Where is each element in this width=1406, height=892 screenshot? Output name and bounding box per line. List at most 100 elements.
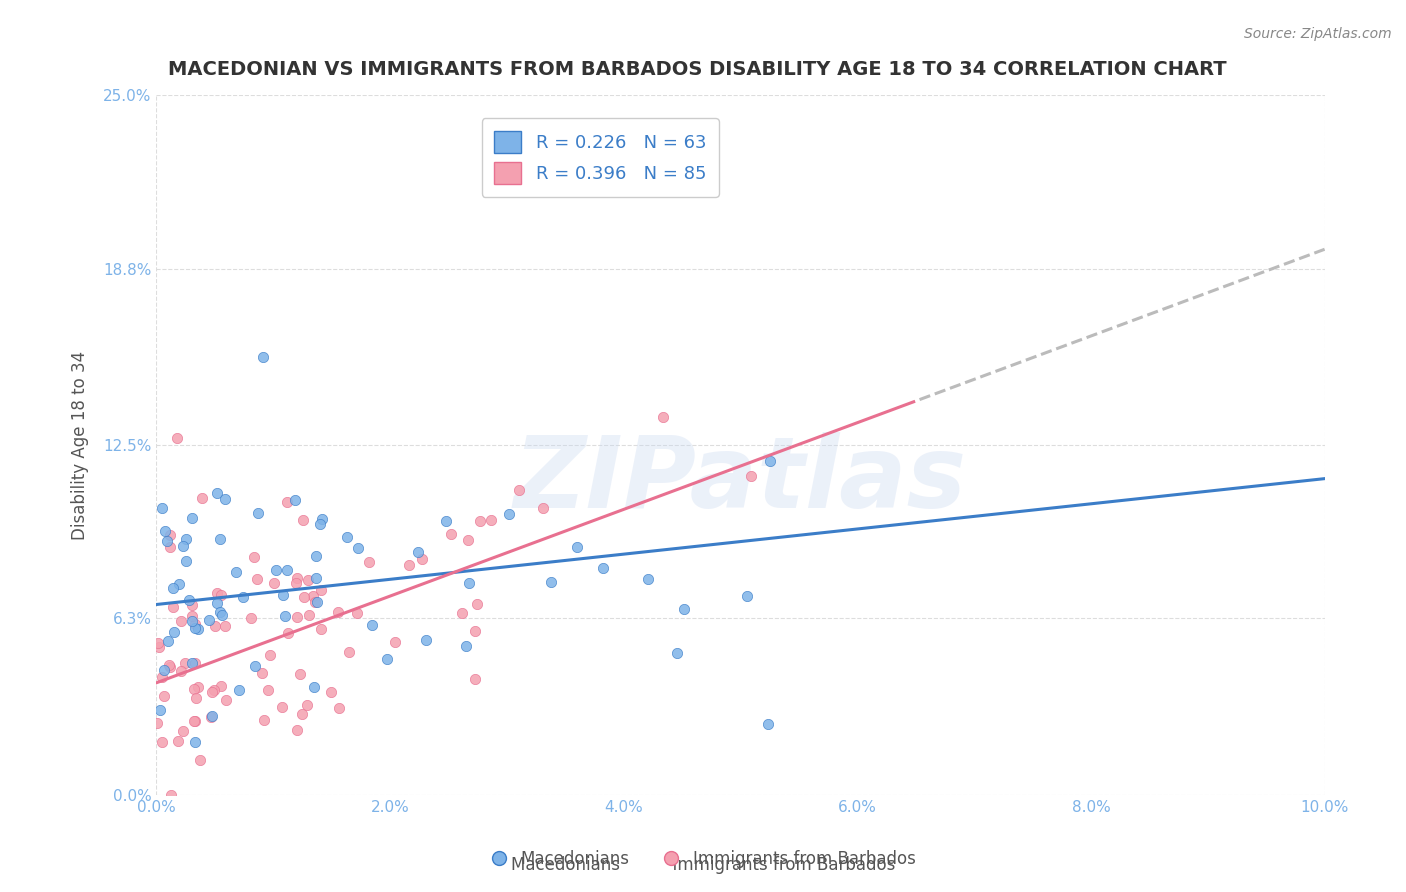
Point — [209, 680, 232, 694]
Point — [357, 555, 380, 569]
Point — [434, 514, 457, 528]
Point — [205, 486, 228, 500]
Point — [200, 710, 222, 724]
Point — [479, 513, 502, 527]
Point — [146, 636, 169, 650]
Point — [205, 596, 228, 610]
Point — [208, 533, 231, 547]
Point — [637, 572, 659, 586]
Y-axis label: Disability Age 18 to 34: Disability Age 18 to 34 — [72, 351, 89, 540]
Point — [347, 541, 370, 555]
Point — [180, 657, 202, 671]
Point — [184, 714, 207, 729]
Point — [304, 595, 326, 609]
Point — [758, 717, 780, 731]
Point — [307, 594, 329, 608]
Point — [181, 598, 204, 612]
Point — [167, 733, 190, 747]
Point — [464, 673, 486, 687]
Point — [162, 599, 184, 614]
Point — [252, 350, 274, 364]
Point — [149, 702, 172, 716]
Point — [184, 691, 207, 706]
Point — [162, 581, 184, 595]
Point — [337, 645, 360, 659]
Point — [250, 666, 273, 681]
Point — [285, 723, 308, 737]
Point — [735, 589, 758, 603]
Point — [172, 723, 194, 738]
Point — [276, 495, 298, 509]
Point — [319, 685, 342, 699]
Point — [361, 618, 384, 632]
Point — [285, 571, 308, 585]
Point — [150, 670, 173, 684]
Point — [305, 571, 328, 585]
Point — [205, 586, 228, 600]
Point — [150, 735, 173, 749]
Point — [183, 714, 205, 728]
Point — [291, 706, 314, 721]
Point — [290, 667, 312, 681]
Point — [592, 561, 614, 575]
Point — [464, 624, 486, 638]
Point — [170, 614, 193, 628]
Point — [285, 576, 308, 591]
Point — [152, 690, 174, 704]
Point — [439, 526, 461, 541]
Point — [208, 606, 231, 620]
Legend: Macedonians, Immigrants from Barbados: Macedonians, Immigrants from Barbados — [484, 844, 922, 875]
Point — [174, 656, 197, 670]
Point — [156, 533, 179, 548]
Point — [666, 646, 689, 660]
Point — [201, 708, 224, 723]
Point — [508, 483, 530, 497]
Point — [451, 607, 474, 621]
Point — [292, 590, 315, 604]
Point — [298, 607, 321, 622]
Point — [295, 698, 318, 712]
Point — [311, 511, 333, 525]
Point — [672, 602, 695, 616]
Point — [204, 619, 226, 633]
Point — [188, 753, 211, 767]
Point — [152, 500, 174, 515]
Point — [565, 540, 588, 554]
Point — [166, 431, 188, 445]
Point — [301, 589, 323, 603]
Legend: R = 0.226   N = 63, R = 0.396   N = 85: R = 0.226 N = 63, R = 0.396 N = 85 — [482, 119, 718, 197]
Point — [181, 609, 204, 624]
Point — [146, 716, 169, 731]
Point — [181, 614, 204, 628]
Point — [457, 533, 479, 547]
Point — [468, 514, 491, 528]
Point — [247, 506, 270, 520]
Point — [153, 663, 176, 677]
Point — [170, 664, 193, 678]
Point — [257, 683, 280, 698]
Point — [211, 608, 233, 623]
Point — [174, 553, 197, 567]
Point — [179, 592, 201, 607]
Point — [264, 563, 287, 577]
Point — [326, 605, 349, 619]
Point — [274, 609, 297, 624]
Point — [270, 699, 292, 714]
Point — [651, 409, 673, 424]
Point — [336, 530, 359, 544]
Point — [309, 582, 332, 597]
Point — [285, 610, 308, 624]
Point — [297, 573, 319, 587]
Point — [209, 589, 232, 603]
Point — [292, 513, 315, 527]
Point — [157, 657, 180, 672]
Point — [759, 454, 782, 468]
Point — [305, 549, 328, 563]
Point — [214, 491, 236, 506]
Point — [198, 614, 221, 628]
Point — [183, 735, 205, 749]
Point — [346, 606, 368, 620]
Point — [232, 590, 254, 604]
Point — [153, 524, 176, 538]
Point — [284, 493, 307, 508]
